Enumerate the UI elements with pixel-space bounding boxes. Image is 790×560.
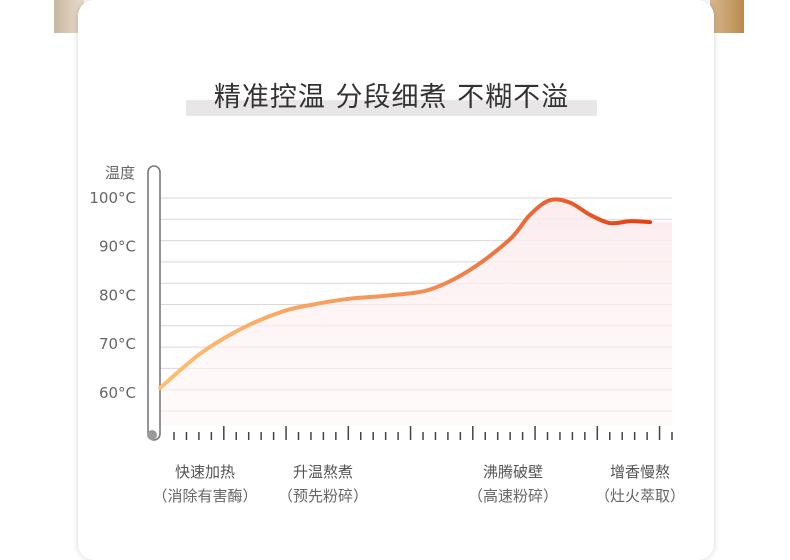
phase-label: 增香慢熬: [609, 463, 670, 481]
temperature-line: [158, 197, 652, 390]
phase-caption: 沸腾破壁 （高速粉碎）: [453, 460, 573, 508]
phase-caption: 升温熬煮 （预先粉碎）: [263, 460, 383, 508]
y-tick-label: 80°C: [99, 286, 136, 304]
y-tick-label: 90°C: [99, 238, 136, 256]
y-tick-label: 100°C: [89, 189, 136, 207]
phase-caption: 快速加热 （消除有害酶）: [145, 460, 265, 508]
phase-sublabel: （消除有害酶）: [152, 487, 258, 505]
phase-label: 升温熬煮: [292, 463, 353, 481]
phase-label: 快速加热: [174, 463, 235, 481]
headline: 精准控温 分段细煮 不糊不溢: [213, 82, 570, 113]
y-axis-bulb: [147, 430, 157, 440]
y-tick-label: 70°C: [99, 335, 136, 353]
phase-caption: 增香慢熬 （灶火萃取）: [580, 460, 700, 508]
chart-area-fill: [160, 199, 672, 425]
phase-sublabel: （预先粉碎）: [277, 487, 368, 505]
headline-highlight: [186, 100, 597, 116]
y-tick-label: 60°C: [99, 384, 136, 402]
phase-sublabel: （高速粉碎）: [467, 487, 558, 505]
y-axis-tube: [147, 165, 161, 441]
phase-sublabel: （灶火萃取）: [594, 487, 685, 505]
phase-label: 沸腾破壁: [482, 463, 543, 481]
y-axis-label: 温度: [105, 164, 135, 182]
background-strip-right: [710, 0, 744, 33]
